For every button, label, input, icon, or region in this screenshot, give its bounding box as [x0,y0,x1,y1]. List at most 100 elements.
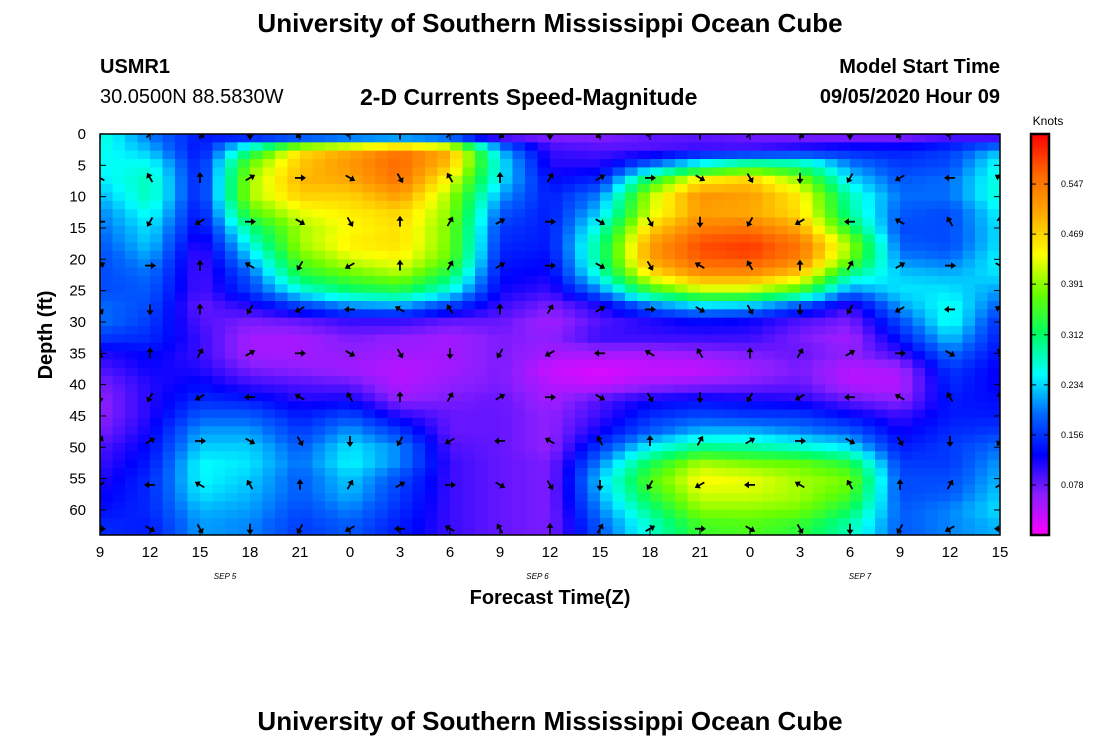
heatmap-cell [462,250,476,260]
heatmap-cell [487,401,501,411]
heatmap-cell [737,476,751,486]
heatmap-cell [375,392,389,402]
heatmap-cell [887,134,901,143]
heatmap-cell [325,518,339,528]
heatmap-cell [425,200,439,210]
heatmap-cell [362,468,376,477]
heatmap-cell [275,426,289,436]
heatmap-cell [312,534,326,535]
heatmap-cell [937,451,951,461]
heatmap-cell [100,468,114,477]
heatmap-cell [587,326,601,335]
heatmap-cell [237,209,251,219]
heatmap-cell [412,209,426,219]
current-vector-arrow [844,218,855,226]
current-vector-arrow [494,437,505,445]
heatmap-cell [400,284,414,294]
current-vector-arrow [646,260,654,271]
heatmap-cell [762,459,776,469]
heatmap-cell [950,409,964,419]
heatmap-cell [962,334,976,344]
heatmap-cell [187,292,201,302]
heatmap-cell [175,284,189,294]
heatmap-cell [125,417,139,427]
heatmap-cell [862,359,876,369]
heatmap-cell [387,301,401,310]
heatmap-cell [912,200,926,210]
heatmap-cell [887,476,901,486]
heatmap-cell [987,134,1000,143]
heatmap-cell [250,309,264,319]
heatmap-cell [600,225,614,235]
heatmap-cell [925,184,939,194]
heatmap-cell [125,451,139,461]
heatmap-cell [875,267,889,277]
heatmap-cell [112,250,126,260]
heatmap-cell [862,284,876,294]
heatmap-cell [462,417,476,427]
colorbar-label: Knots [1033,114,1064,128]
heatmap-cell [412,292,426,302]
heatmap-cell [650,509,664,519]
heatmap-cell [950,501,964,511]
heatmap-cell [837,401,851,411]
heatmap-cell [412,484,426,494]
heatmap-cell [400,501,414,511]
heatmap-cell [462,401,476,411]
heatmap-cell [187,184,201,194]
heatmap-cell [862,209,876,219]
heatmap-cell [712,234,726,244]
heatmap-cell [275,259,289,269]
heatmap-cell [675,392,689,402]
heatmap-cell [512,384,526,394]
chart-title: 2-D Currents Speed-Magnitude [360,84,698,110]
x-tick-label: 3 [796,544,804,561]
heatmap-cell [975,309,989,319]
heatmap-cell [975,459,989,469]
heatmap-cell [725,225,739,235]
heatmap-cell [575,301,589,310]
heatmap-cell [200,493,214,502]
heatmap-cell [262,184,276,194]
heatmap-cell [775,526,789,535]
heatmap-cell [562,518,576,528]
heatmap-cell [625,225,639,235]
heatmap-cell [675,376,689,386]
heatmap-cell [887,301,901,310]
heatmap-cell [937,326,951,335]
heatmap-cell [837,234,851,244]
heatmap-cell [975,284,989,294]
heatmap-cell [837,150,851,160]
heatmap-cell [125,326,139,335]
heatmap-cell [312,200,326,210]
heatmap-cell [262,451,276,461]
heatmap-cell [762,275,776,285]
heatmap-cell [275,142,289,152]
heatmap-cell [937,317,951,327]
heatmap-cell [850,367,864,377]
heatmap-cell [900,242,914,252]
heatmap-cell [800,459,814,469]
heatmap-cell [600,451,614,461]
heatmap-cell [375,334,389,344]
heatmap-cell [100,426,114,436]
current-vector-arrow [245,437,256,445]
heatmap-cell [712,401,726,411]
heatmap-cell [300,184,314,194]
heatmap-cell [450,150,464,160]
heatmap-cell [387,200,401,210]
heatmap-cell [762,476,776,486]
heatmap-cell [550,451,564,461]
heatmap-cell [687,142,701,152]
heatmap-cell [162,184,176,194]
heatmap-cell [362,376,376,386]
heatmap-cell [875,309,889,319]
heatmap-cell [300,509,314,519]
heatmap-cell [250,192,264,202]
heatmap-cell [125,209,139,219]
heatmap-cell [937,301,951,310]
heatmap-cell [887,401,901,411]
current-vector-arrow [944,525,955,533]
current-vector-arrow [245,174,256,182]
heatmap-cell [725,367,739,377]
